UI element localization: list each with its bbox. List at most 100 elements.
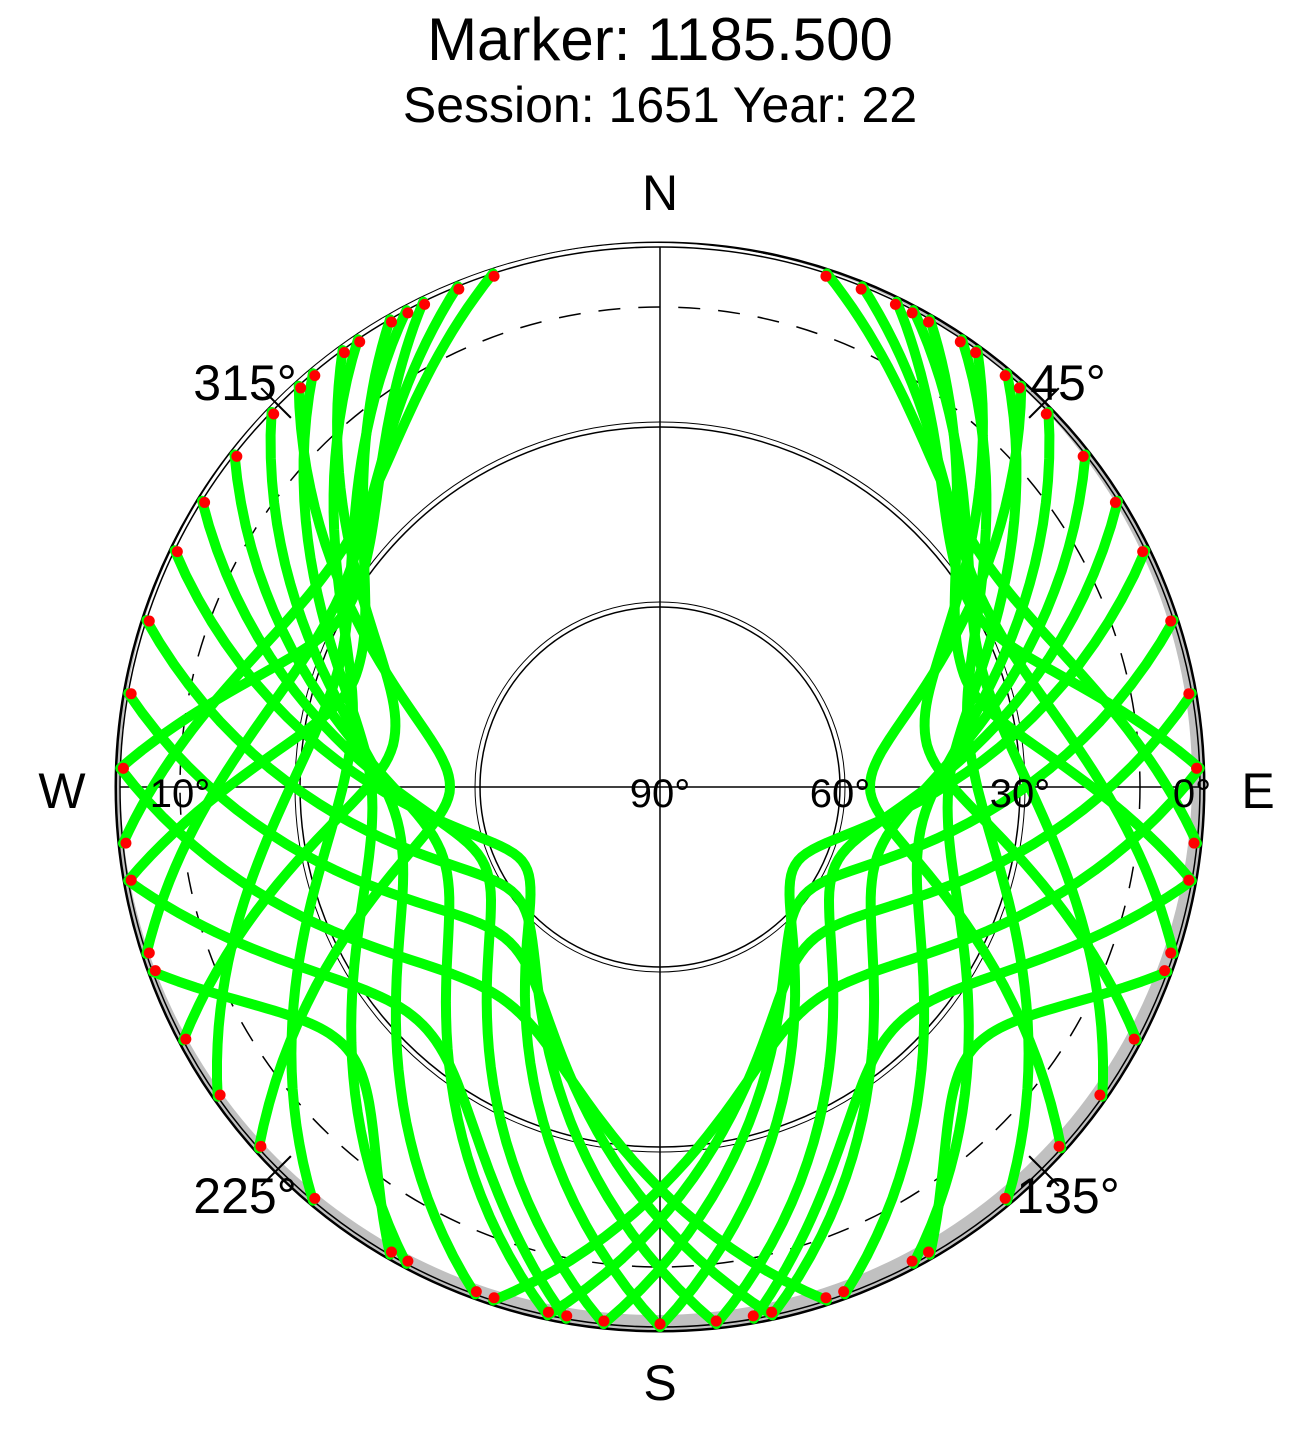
low-elevation-point — [199, 496, 211, 508]
low-elevation-point — [231, 450, 243, 462]
low-elevation-point — [1109, 496, 1121, 508]
low-elevation-point — [453, 283, 465, 295]
track-line — [123, 875, 572, 1324]
track-line — [123, 688, 778, 1321]
low-elevation-point — [1077, 450, 1089, 462]
low-elevation-point — [488, 1292, 500, 1304]
track-line — [821, 268, 1202, 849]
low-elevation-point — [542, 1306, 554, 1318]
track-line — [253, 380, 455, 1154]
low-elevation-point — [386, 1246, 397, 1258]
track-line — [169, 545, 665, 1332]
satellite-track-32 — [115, 296, 431, 774]
track-line — [865, 380, 1067, 1154]
low-elevation-point — [561, 1310, 573, 1322]
satellite-track-16 — [889, 296, 1205, 774]
low-elevation-point — [402, 307, 414, 319]
low-elevation-point — [1094, 1089, 1106, 1101]
low-elevation-point — [143, 615, 155, 627]
satellite-track-30 — [178, 345, 401, 1046]
low-elevation-point — [149, 965, 161, 977]
low-elevation-point — [125, 688, 137, 700]
low-elevation-point — [354, 336, 366, 348]
track-line — [147, 966, 395, 1260]
low-elevation-point — [268, 408, 280, 420]
satellite-track-33 — [923, 965, 1173, 1260]
satellite-track-27 — [123, 688, 778, 1321]
satellite-track-15 — [865, 380, 1067, 1154]
low-elevation-point — [820, 1292, 832, 1304]
track-line — [655, 545, 1151, 1332]
track-line — [542, 688, 1197, 1321]
low-elevation-point — [309, 370, 321, 382]
track-line — [891, 296, 1205, 774]
satellite-track-14 — [919, 345, 1142, 1046]
direction-label-south: S — [643, 1355, 676, 1411]
low-elevation-point — [1128, 1033, 1140, 1045]
low-elevation-point — [1183, 688, 1195, 700]
azimuth-label-315: 315° — [193, 355, 296, 411]
low-elevation-point — [171, 546, 183, 558]
low-elevation-point — [117, 762, 129, 774]
low-elevation-point — [1165, 947, 1177, 959]
track-line — [711, 495, 1123, 1329]
low-elevation-point — [923, 316, 934, 328]
satellite-track-26 — [141, 615, 722, 1329]
satellite-track-1 — [820, 268, 1202, 849]
low-elevation-point — [488, 270, 500, 282]
low-elevation-point — [906, 1255, 918, 1267]
chart-title: Marker: 1185.500 — [427, 6, 893, 73]
chart-subtitle: Session: 1651 Year: 22 — [403, 77, 917, 133]
low-elevation-point — [214, 1089, 226, 1101]
low-elevation-point — [1137, 546, 1149, 558]
low-elevation-point — [598, 1315, 610, 1327]
low-elevation-point — [889, 298, 901, 310]
satellite-track-21 — [298, 368, 414, 1269]
track-line — [908, 368, 1022, 1269]
low-elevation-point — [1183, 874, 1195, 886]
track-line — [925, 966, 1173, 1260]
direction-label-east: E — [1241, 763, 1274, 819]
low-elevation-point — [855, 283, 867, 295]
low-elevation-point — [820, 270, 832, 282]
track-line — [178, 345, 401, 1046]
track-line — [748, 875, 1197, 1324]
low-elevation-point — [309, 1192, 321, 1204]
low-elevation-point — [470, 1286, 482, 1298]
low-elevation-point — [419, 298, 431, 310]
low-elevation-point — [1053, 1140, 1065, 1152]
low-elevation-point — [1165, 615, 1177, 627]
track-line — [115, 763, 832, 1306]
satellite-track-36 — [123, 874, 573, 1324]
satellite-track-35 — [747, 874, 1197, 1324]
azimuth-tick-135 — [1028, 1155, 1060, 1187]
low-elevation-point — [402, 1255, 414, 1267]
low-elevation-point — [1191, 762, 1203, 774]
axis-labels: N S E W 45° 135° 225° 315° 90° 60° 30° 0° 10° — [38, 165, 1274, 1411]
elevation-label-90: 90° — [630, 772, 691, 816]
azimuth-tick-225 — [260, 1155, 292, 1187]
low-elevation-point — [125, 874, 137, 886]
elevation-label-0: 0° — [1173, 772, 1211, 816]
low-elevation-point — [143, 947, 155, 959]
azimuth-label-45: 45° — [1030, 355, 1106, 411]
satellite-track-17 — [118, 268, 500, 849]
low-elevation-point — [386, 316, 397, 328]
low-elevation-point — [255, 1140, 267, 1152]
track-line — [919, 345, 1142, 1046]
azimuth-tick-315 — [260, 387, 292, 419]
satellite-track-25 — [169, 545, 666, 1332]
low-elevation-point — [923, 1246, 934, 1258]
low-elevation-point — [766, 1306, 778, 1318]
direction-label-north: N — [642, 165, 678, 221]
elevation-label-30: 30° — [990, 772, 1051, 816]
low-elevation-point — [1040, 408, 1052, 420]
low-elevation-point — [654, 1318, 666, 1330]
low-elevation-point — [747, 1310, 759, 1322]
satellite-tracks — [115, 268, 1205, 1332]
low-elevation-point — [999, 370, 1011, 382]
low-elevation-point — [1159, 965, 1171, 977]
satellite-track-31 — [253, 380, 455, 1154]
low-elevation-point — [838, 1286, 850, 1298]
